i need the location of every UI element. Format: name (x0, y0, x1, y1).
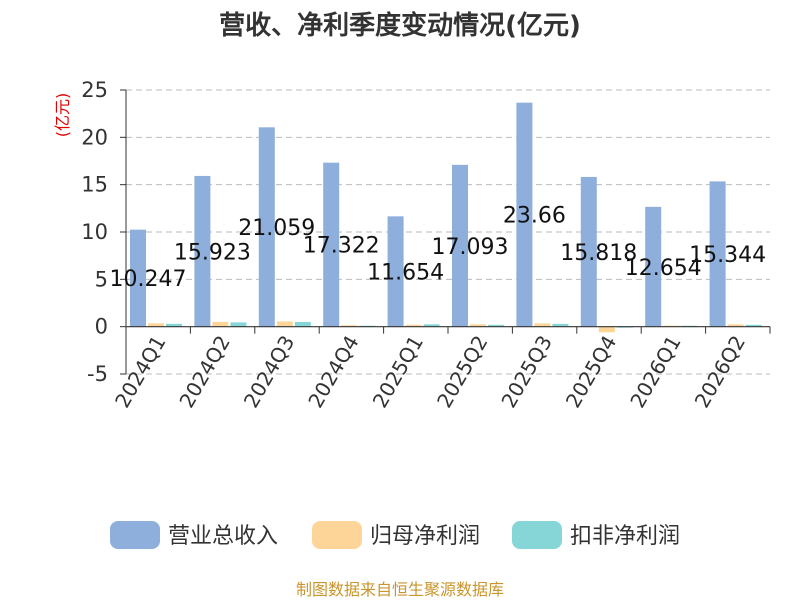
bar-series-1-2025Q3 (534, 323, 551, 327)
x-tick-label: 2024Q1 (110, 331, 170, 412)
y-axis-unit: (亿元) (53, 93, 72, 138)
legend-swatch (312, 521, 362, 549)
bar-series-1-2024Q2 (212, 321, 229, 327)
bars (130, 102, 762, 333)
x-tick-label: 2025Q4 (561, 331, 621, 412)
bar-series-1-2025Q1 (405, 324, 422, 327)
bar-series-2-2025Q1 (423, 324, 440, 327)
y-tick-label: 5 (95, 267, 108, 291)
x-tick-label: 2024Q2 (174, 331, 234, 412)
bar-series-0-2024Q3 (258, 127, 275, 327)
data-label: 12.654 (625, 256, 702, 281)
legend-swatch (512, 521, 562, 549)
x-tick-label: 2026Q1 (625, 331, 685, 412)
bar-series-1-2024Q1 (148, 323, 164, 327)
legend: 营业总收入 归母净利润 扣非净利润 (110, 521, 680, 549)
bar-series-2-2026Q2 (745, 324, 762, 327)
axes (125, 90, 771, 374)
bar-series-1-2024Q4 (341, 325, 358, 327)
bar-series-1-2026Q2 (727, 324, 744, 327)
y-tick-label: 20 (81, 125, 108, 149)
bar-series-0-2024Q4 (323, 162, 340, 327)
legend-item-0[interactable]: 营业总收入 (110, 521, 278, 549)
legend-label: 归母净利润 (370, 524, 480, 549)
data-label: 15.344 (689, 243, 766, 268)
bar-series-0-2025Q4 (580, 176, 597, 327)
x-tick-label: 2026Q2 (690, 331, 750, 412)
legend-item-1[interactable]: 归母净利润 (312, 521, 480, 549)
y-tick-label: 15 (81, 173, 108, 197)
bar-series-2-2024Q2 (230, 322, 247, 327)
data-label: 17.322 (303, 234, 380, 259)
bar-series-2-2025Q2 (488, 324, 504, 327)
bar-series-0-2026Q2 (709, 181, 726, 327)
legend-swatch (110, 521, 160, 549)
x-tick-label: 2025Q2 (432, 331, 492, 412)
bar-series-0-2025Q1 (387, 216, 404, 327)
y-axis-ticks: -5 0 5 10 15 20 25 (81, 78, 126, 386)
chart-title: 营收、净利季度变动情况(亿元) (219, 10, 581, 41)
y-tick-label: 10 (81, 220, 108, 244)
y-tick-label: 0 (95, 315, 108, 339)
data-label: 17.093 (432, 235, 509, 260)
x-tick-label: 2025Q1 (368, 331, 428, 412)
legend-label: 营业总收入 (168, 524, 278, 549)
data-label: 15.818 (560, 241, 637, 266)
bar-series-0-2026Q1 (645, 206, 662, 327)
x-tick-label: 2024Q3 (239, 331, 299, 412)
data-label: 10.247 (110, 267, 187, 292)
x-tick-label: 2024Q4 (303, 331, 363, 412)
legend-item-2[interactable]: 扣非净利润 (512, 521, 680, 549)
x-axis-ticks: 2024Q1 2024Q2 2024Q3 2024Q4 2025Q1 2025Q2 2025… (110, 331, 750, 412)
x-tick-label: 2025Q3 (496, 331, 556, 412)
legend-label: 扣非净利润 (570, 524, 680, 549)
y-tick-label: -5 (87, 362, 108, 386)
source-note: 制图数据来自恒生聚源数据库 (296, 580, 504, 599)
bar-series-1-2024Q3 (276, 321, 293, 327)
data-label: 15.923 (174, 240, 251, 265)
bar-series-0-2025Q3 (516, 102, 533, 327)
bar-series-2-2025Q3 (552, 323, 569, 327)
bar-series-0-2024Q2 (194, 175, 211, 327)
bar-series-0-2024Q1 (130, 229, 146, 327)
data-label: 21.059 (238, 216, 315, 241)
bar-series-0-2025Q2 (452, 164, 468, 327)
y-tick-label: 25 (81, 78, 108, 102)
bar-series-1-2025Q4 (598, 326, 615, 333)
bar-series-2-2024Q1 (166, 323, 182, 327)
data-label: 23.66 (503, 204, 566, 229)
bar-series-2-2024Q3 (294, 321, 311, 327)
data-label: 11.654 (367, 261, 444, 286)
grid-lines (126, 89, 770, 375)
bar-series-1-2025Q2 (470, 324, 486, 327)
